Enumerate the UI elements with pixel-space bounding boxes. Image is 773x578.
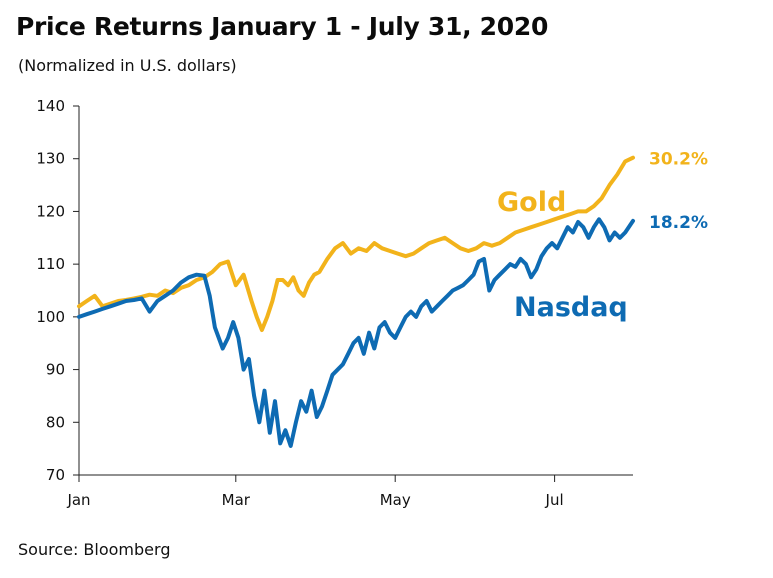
x-tick-label: Jan	[66, 491, 90, 509]
chart-subtitle: (Normalized in U.S. dollars)	[18, 56, 237, 75]
series-labels: 30.2% 18.2% Gold Nasdaq	[497, 150, 708, 323]
y-tick-label: 90	[46, 361, 65, 379]
gold-line	[77, 155, 635, 332]
y-tick-label: 130	[36, 150, 65, 168]
y-tick-label: 100	[36, 308, 65, 326]
gold-end-label: 30.2%	[649, 150, 708, 170]
y-tick-label: 110	[36, 255, 65, 273]
source-note: Source: Bloomberg	[18, 540, 171, 559]
nasdaq-end-label: 18.2%	[649, 213, 708, 233]
series-lines	[77, 155, 635, 448]
x-tick-label: May	[380, 491, 411, 509]
y-tick-label: 120	[36, 202, 65, 220]
y-axis: 70 80 90 100 110 120 130 140	[36, 97, 80, 484]
y-tick-label: 80	[46, 413, 65, 431]
x-tick-label: Jul	[545, 491, 564, 509]
y-tick-label: 70	[46, 466, 65, 484]
nasdaq-series-name: Nasdaq	[514, 292, 628, 323]
y-tick-label: 140	[36, 97, 65, 115]
nasdaq-line	[77, 217, 635, 448]
chart-title: Price Returns January 1 - July 31, 2020	[16, 12, 549, 41]
x-tick-label: Mar	[222, 491, 251, 509]
x-axis: Jan Mar May Jul	[66, 474, 633, 509]
gold-series-name: Gold	[497, 187, 566, 218]
